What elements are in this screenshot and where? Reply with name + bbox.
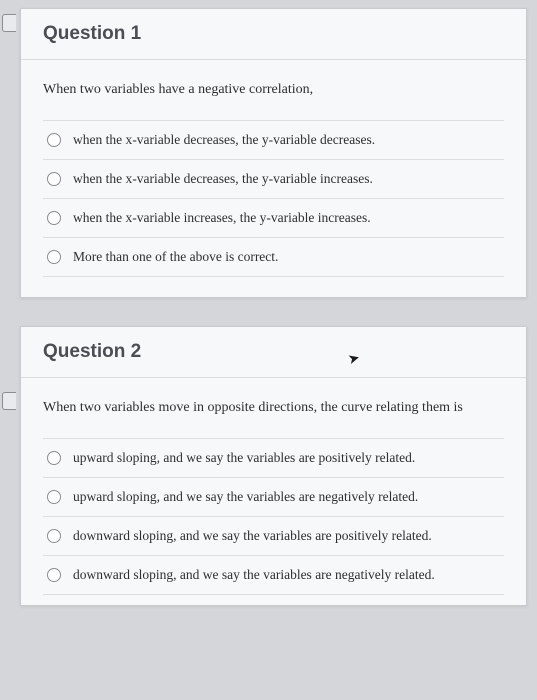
radio-icon[interactable] [47, 250, 61, 264]
page-content: Question 1 When two variables have a neg… [0, 0, 537, 606]
option-row[interactable]: upward sloping, and we say the variables… [43, 438, 504, 477]
option-label[interactable]: upward sloping, and we say the variables… [73, 450, 415, 466]
question-marker-2[interactable] [2, 392, 16, 410]
option-row[interactable]: upward sloping, and we say the variables… [43, 477, 504, 516]
question-body-1: When two variables have a negative corre… [21, 60, 526, 297]
question-marker-1[interactable] [2, 14, 16, 32]
option-label[interactable]: when the x-variable decreases, the y-var… [73, 171, 373, 187]
question-card-1: Question 1 When two variables have a neg… [20, 8, 527, 298]
option-row[interactable]: More than one of the above is correct. [43, 237, 504, 277]
question-header-2: Question 2 [21, 327, 526, 378]
option-row[interactable]: when the x-variable decreases, the y-var… [43, 120, 504, 159]
option-label[interactable]: when the x-variable decreases, the y-var… [73, 132, 375, 148]
radio-icon[interactable] [47, 490, 61, 504]
radio-icon[interactable] [47, 172, 61, 186]
option-row[interactable]: when the x-variable increases, the y-var… [43, 198, 504, 237]
question-title-2: Question 2 [43, 341, 504, 363]
option-row[interactable]: when the x-variable decreases, the y-var… [43, 159, 504, 198]
option-row[interactable]: downward sloping, and we say the variabl… [43, 555, 504, 595]
option-row[interactable]: downward sloping, and we say the variabl… [43, 516, 504, 555]
option-label[interactable]: More than one of the above is correct. [73, 249, 278, 265]
option-label[interactable]: upward sloping, and we say the variables… [73, 489, 418, 505]
question-title-1: Question 1 [43, 23, 504, 45]
options-list-2: upward sloping, and we say the variables… [43, 438, 504, 595]
radio-icon[interactable] [47, 529, 61, 543]
question-prompt-1: When two variables have a negative corre… [43, 82, 504, 98]
option-label[interactable]: downward sloping, and we say the variabl… [73, 528, 432, 544]
question-header-1: Question 1 [21, 9, 526, 60]
radio-icon[interactable] [47, 568, 61, 582]
option-label[interactable]: when the x-variable increases, the y-var… [73, 210, 371, 226]
option-label[interactable]: downward sloping, and we say the variabl… [73, 567, 435, 583]
radio-icon[interactable] [47, 133, 61, 147]
radio-icon[interactable] [47, 451, 61, 465]
question-body-2: When two variables move in opposite dire… [21, 378, 526, 605]
question-prompt-2: When two variables move in opposite dire… [43, 400, 504, 416]
radio-icon[interactable] [47, 211, 61, 225]
options-list-1: when the x-variable decreases, the y-var… [43, 120, 504, 277]
question-card-2: Question 2 When two variables move in op… [20, 326, 527, 606]
